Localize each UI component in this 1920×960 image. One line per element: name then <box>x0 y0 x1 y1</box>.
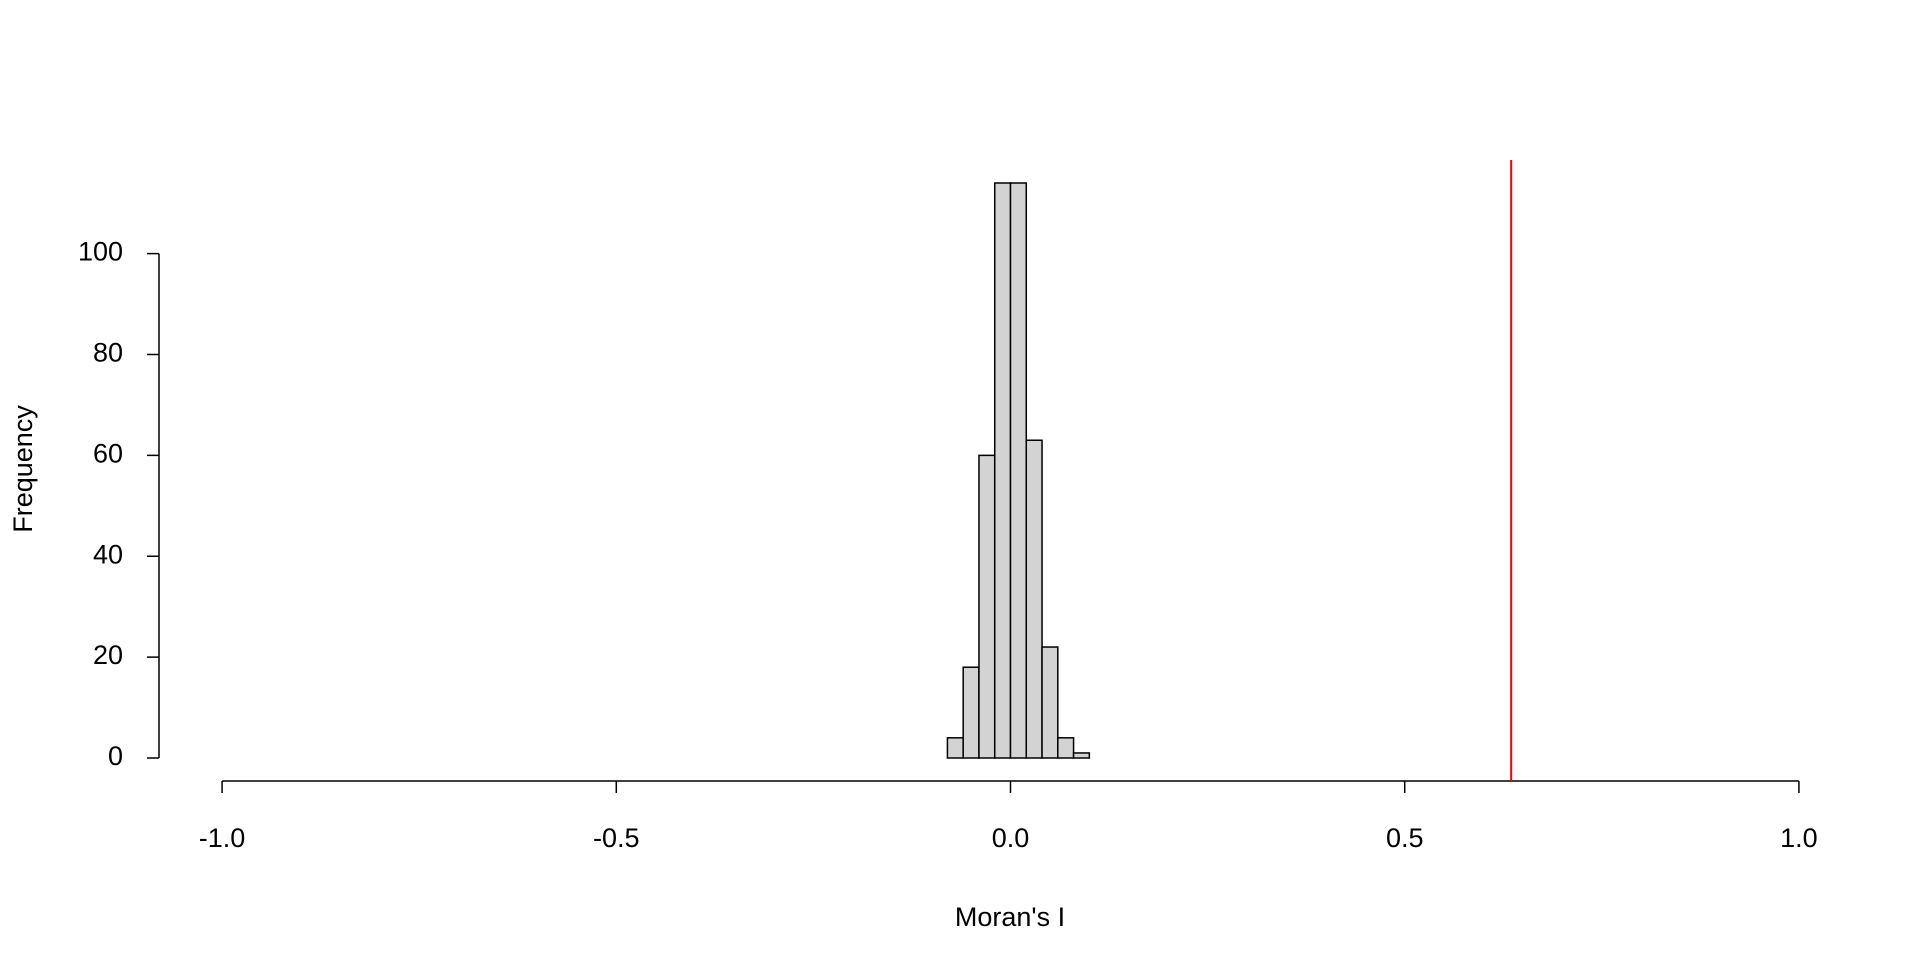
y-tick-label: 100 <box>78 237 123 267</box>
x-axis-title: Moran's I <box>955 902 1065 932</box>
x-tick-label: -0.5 <box>593 823 640 853</box>
bar <box>978 454 996 759</box>
x-tick-label: -1.0 <box>199 823 246 853</box>
y-tick-label: 60 <box>93 438 123 468</box>
bar <box>1009 182 1028 759</box>
bar <box>1041 646 1059 759</box>
bar <box>962 666 980 759</box>
y-tick-label: 80 <box>93 338 123 368</box>
y-tick-label: 20 <box>93 640 123 670</box>
bar <box>1072 752 1091 759</box>
bar <box>1057 737 1075 759</box>
y-tick-label: 0 <box>108 741 123 771</box>
bar <box>946 737 964 759</box>
x-tick-label: 0.0 <box>992 823 1030 853</box>
bar <box>993 182 1012 759</box>
y-tick-label: 40 <box>93 539 123 569</box>
bar <box>1025 439 1043 759</box>
y-axis-title: Frequency <box>8 405 38 533</box>
x-tick-label: 0.5 <box>1386 823 1424 853</box>
x-tick-label: 1.0 <box>1780 823 1818 853</box>
